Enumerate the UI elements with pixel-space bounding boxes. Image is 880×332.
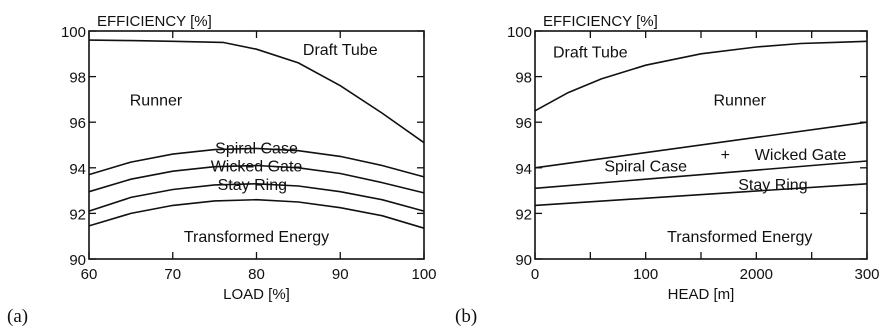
series-line-3 — [534, 160, 868, 190]
series-line-1 — [88, 39, 425, 144]
region-label: Stay Ring — [738, 177, 807, 194]
x-tick-label: 100 — [411, 266, 436, 283]
region-label: Draft Tube — [553, 45, 628, 62]
panel-label: (a) — [7, 306, 28, 327]
region-label: Spiral Case — [604, 159, 687, 176]
x-tick-label: 300 — [854, 266, 879, 283]
x-tick-label: 70 — [164, 266, 181, 283]
region-label: Wicked Gate — [755, 147, 847, 164]
y-tick-label: 100 — [61, 24, 86, 41]
chart-title: EFFICIENCY [%] — [543, 13, 658, 30]
y-tick-label: 92 — [69, 206, 86, 223]
series-line-4 — [88, 182, 425, 212]
region-label: Stay Ring — [218, 177, 287, 194]
region-label: Draft Tube — [303, 42, 378, 59]
x-tick-label: 90 — [332, 266, 349, 283]
y-tick-label: 96 — [515, 115, 532, 132]
x-tick-label: 2000 — [740, 266, 773, 283]
y-tick-label: 90 — [515, 252, 532, 269]
series-line-3 — [88, 164, 425, 194]
series-line-2 — [88, 147, 425, 178]
region-label: Runner — [130, 92, 183, 109]
y-tick-label: 98 — [69, 70, 86, 87]
chart-title: EFFICIENCY [%] — [97, 13, 212, 30]
y-tick-label: 100 — [507, 24, 532, 41]
series-line-2 — [534, 121, 868, 169]
x-axis-label: HEAD [m] — [668, 286, 735, 303]
y-tick-label: 92 — [515, 206, 532, 223]
region-label: Transformed Energy — [184, 229, 329, 246]
region-label: Spiral Case — [215, 140, 298, 157]
chart-panel-b: 90 92 94 96 98 100 0 100 2000 300 EFFICIENCY [%] HE… — [455, 13, 880, 327]
chart-panel-a: 90 92 94 96 98 100 60 70 80 90 100 EFFICIENCY [%] LO… — [7, 13, 437, 327]
y-tick-label: 96 — [69, 115, 86, 132]
y-tick-label: 94 — [515, 161, 532, 178]
region-label: Transformed Energy — [667, 229, 812, 246]
x-tick-label: 100 — [633, 266, 658, 283]
y-tick-label: 90 — [69, 252, 86, 269]
y-tick-label: 94 — [69, 161, 86, 178]
series-line-4 — [534, 183, 868, 207]
panel-label: (b) — [455, 306, 477, 327]
region-label: Wicked Gate — [211, 159, 303, 176]
y-tick-label: 98 — [515, 70, 532, 87]
region-label: Runner — [713, 92, 766, 109]
x-tick-label: 0 — [531, 266, 539, 283]
series-line-5 — [88, 198, 425, 229]
x-tick-label: 80 — [248, 266, 265, 283]
series-line-1 — [534, 40, 868, 112]
x-tick-label: 60 — [81, 266, 98, 283]
region-label: + — [721, 147, 730, 164]
x-axis-label: LOAD [%] — [223, 286, 290, 303]
